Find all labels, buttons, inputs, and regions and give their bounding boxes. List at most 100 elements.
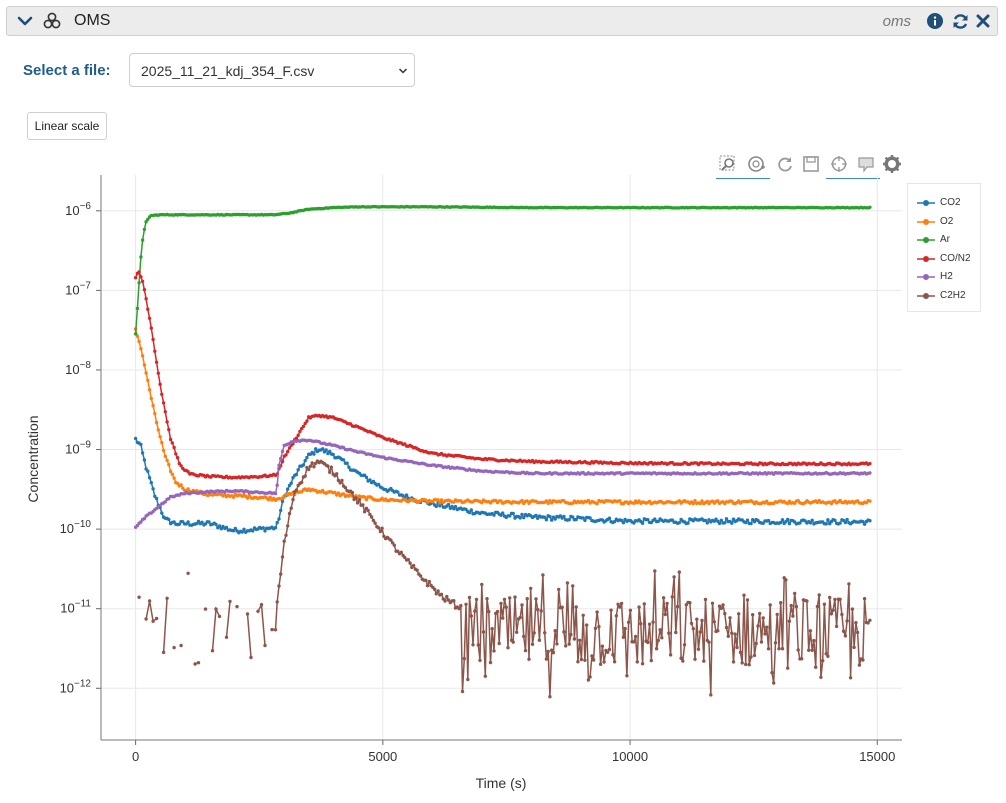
data-point bbox=[543, 515, 547, 519]
data-point bbox=[357, 498, 362, 502]
data-point bbox=[560, 605, 564, 609]
data-point bbox=[175, 481, 180, 486]
data-point bbox=[709, 693, 713, 697]
legend-label: CO/N2 bbox=[940, 252, 971, 264]
data-point bbox=[787, 521, 792, 526]
toolbar-active-indicator bbox=[716, 178, 770, 179]
data-point bbox=[833, 518, 837, 522]
data-point bbox=[677, 521, 681, 525]
data-point bbox=[432, 587, 437, 591]
data-point bbox=[745, 598, 750, 602]
close-icon[interactable] bbox=[976, 14, 990, 28]
data-point bbox=[546, 649, 550, 654]
data-point bbox=[731, 660, 736, 664]
data-point bbox=[168, 437, 173, 442]
info-icon[interactable] bbox=[927, 13, 943, 29]
data-point bbox=[425, 583, 430, 588]
data-point bbox=[341, 492, 346, 496]
data-point bbox=[307, 467, 311, 472]
data-point bbox=[583, 658, 587, 662]
data-point bbox=[170, 441, 174, 445]
data-point bbox=[794, 604, 799, 609]
data-point bbox=[588, 675, 592, 679]
save-icon[interactable] bbox=[801, 154, 821, 174]
refresh-icon[interactable] bbox=[952, 13, 969, 30]
data-point bbox=[415, 568, 419, 572]
data-point bbox=[847, 582, 851, 586]
data-point bbox=[196, 661, 201, 665]
data-point bbox=[607, 647, 612, 652]
data-point bbox=[784, 578, 788, 582]
data-point bbox=[710, 601, 715, 605]
file-select[interactable]: 2025_11_21_kdj_354_F.csv bbox=[129, 53, 415, 87]
data-point bbox=[308, 464, 313, 468]
data-point bbox=[761, 616, 765, 620]
data-point bbox=[513, 595, 517, 599]
data-point bbox=[518, 516, 522, 520]
data-point bbox=[326, 464, 330, 468]
data-point bbox=[502, 597, 507, 602]
data-point bbox=[280, 449, 285, 454]
legend-label: O2 bbox=[940, 215, 954, 227]
data-point bbox=[857, 663, 862, 667]
data-point bbox=[501, 511, 505, 515]
wheel-zoom-icon[interactable] bbox=[746, 154, 766, 174]
data-point bbox=[140, 451, 145, 455]
data-point bbox=[286, 524, 290, 528]
data-point bbox=[231, 529, 236, 533]
box-zoom-icon[interactable] bbox=[718, 154, 738, 174]
data-point bbox=[829, 612, 834, 616]
data-point bbox=[674, 630, 678, 635]
data-point bbox=[368, 478, 372, 482]
axes: 0 5000 10000 15000 10−12 10−11 10−10 10−9 10−8 10… bbox=[60, 175, 902, 764]
data-point bbox=[277, 517, 281, 521]
data-point bbox=[653, 517, 657, 521]
data-point bbox=[193, 662, 197, 666]
data-point bbox=[511, 511, 515, 516]
data-point bbox=[511, 640, 515, 644]
linear-scale-button[interactable]: Linear scale bbox=[27, 112, 107, 140]
series-c2h2 bbox=[137, 459, 872, 699]
legend-swatch bbox=[917, 274, 935, 280]
reset-icon[interactable] bbox=[775, 154, 795, 174]
data-point bbox=[751, 613, 755, 617]
data-point bbox=[245, 612, 250, 616]
data-point bbox=[336, 478, 341, 483]
data-point bbox=[633, 634, 638, 639]
data-point bbox=[848, 676, 853, 680]
data-point bbox=[161, 650, 166, 655]
data-point bbox=[314, 447, 318, 451]
data-point bbox=[186, 520, 190, 524]
data-point bbox=[160, 511, 164, 515]
data-point bbox=[280, 499, 285, 504]
data-point bbox=[779, 601, 783, 605]
data-point bbox=[749, 521, 753, 526]
data-point bbox=[296, 468, 300, 472]
data-point bbox=[256, 609, 260, 613]
crosshair-icon[interactable] bbox=[829, 154, 849, 174]
data-point bbox=[133, 436, 138, 441]
data-point bbox=[758, 611, 762, 616]
data-point bbox=[224, 635, 229, 639]
data-point bbox=[640, 521, 645, 525]
settings-icon[interactable] bbox=[882, 154, 902, 174]
data-point bbox=[780, 647, 785, 651]
data-point bbox=[443, 599, 447, 603]
data-point bbox=[618, 605, 622, 609]
hover-icon[interactable] bbox=[856, 154, 876, 174]
data-point bbox=[578, 638, 582, 642]
data-point bbox=[163, 500, 167, 504]
data-point bbox=[280, 459, 285, 464]
data-point bbox=[787, 619, 792, 623]
data-point bbox=[810, 648, 814, 652]
chevron-down-icon[interactable] bbox=[17, 13, 33, 29]
data-point bbox=[553, 629, 557, 633]
data-point bbox=[418, 574, 423, 578]
data-point bbox=[179, 483, 183, 487]
data-point bbox=[149, 326, 153, 330]
y-tick-label: 10−9 bbox=[65, 440, 91, 457]
data-point bbox=[691, 627, 695, 631]
data-point bbox=[163, 410, 167, 414]
data-point bbox=[693, 499, 697, 503]
